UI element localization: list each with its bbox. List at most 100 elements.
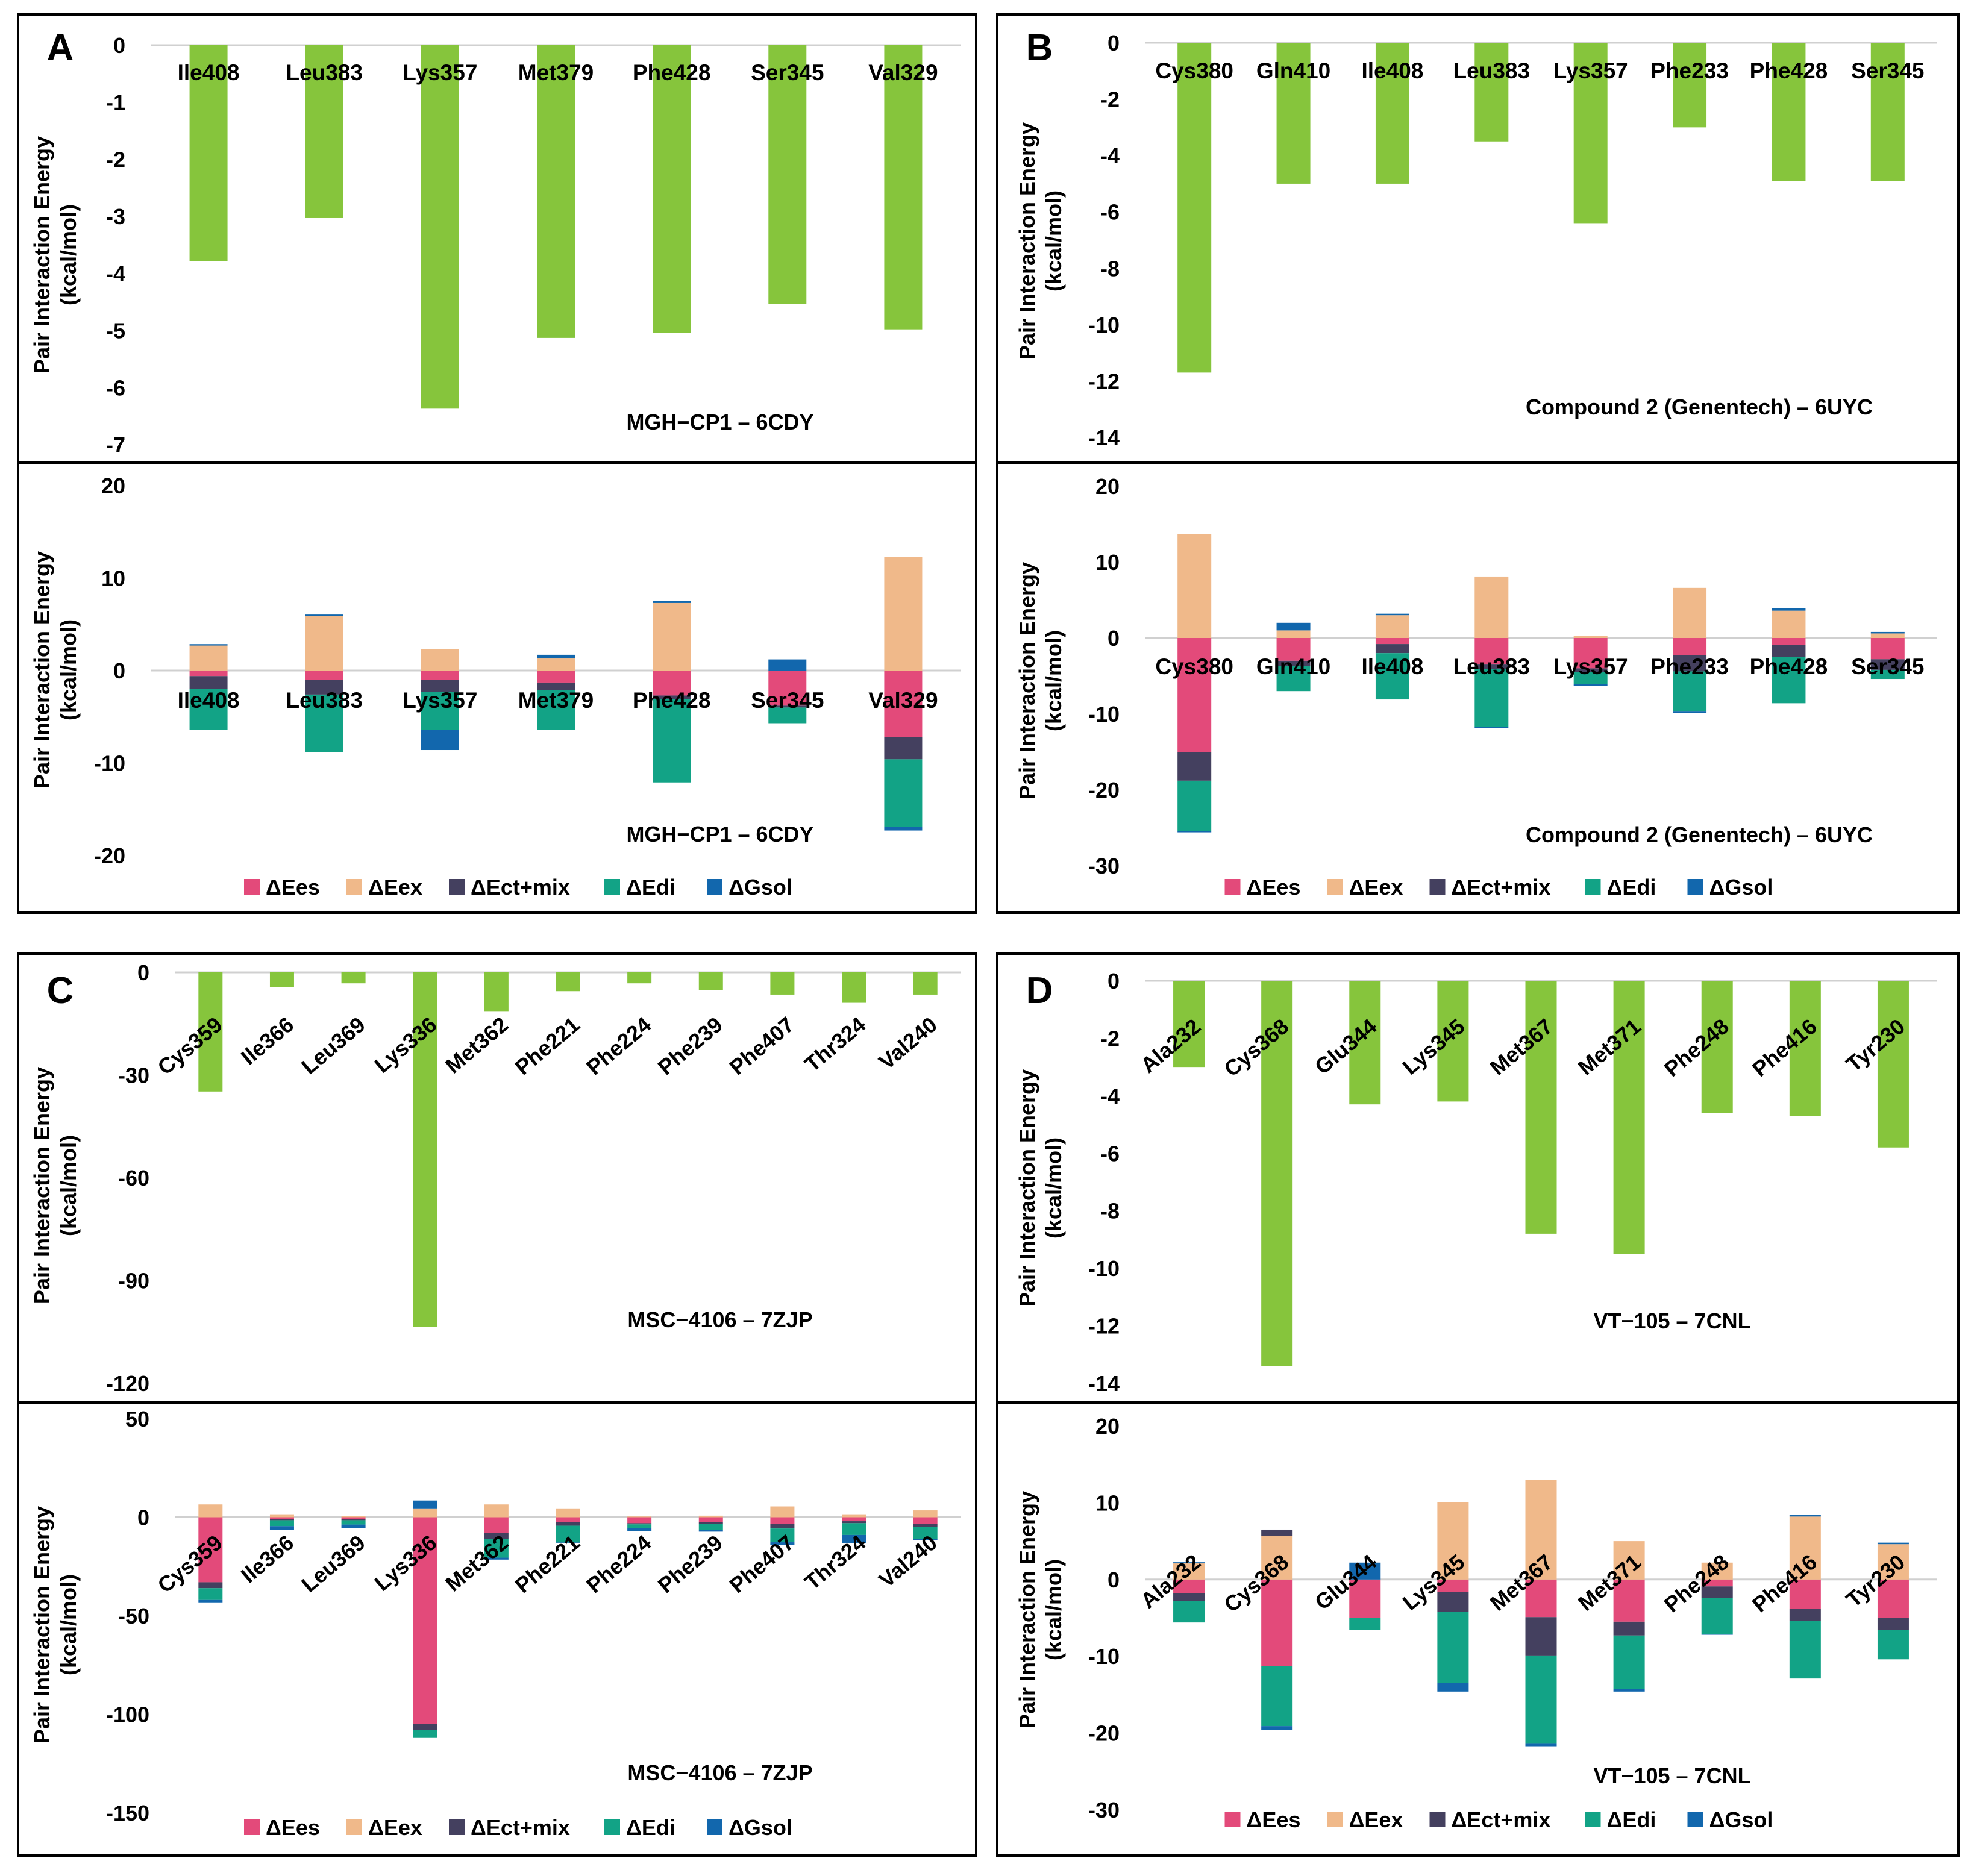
y-tick-label: -30 — [1088, 854, 1120, 878]
legend-swatch-edi — [1585, 1812, 1601, 1827]
y-tick-label: -14 — [1088, 1371, 1120, 1396]
bar-segment-ile408-ect-mix — [1375, 644, 1409, 654]
legend-swatch-gsol — [707, 1819, 722, 1835]
bar-segment-val240-ees — [913, 1517, 938, 1524]
category-label: Thr324 — [800, 1530, 870, 1595]
y-tick-label: 10 — [101, 566, 125, 591]
y-tick-label: 0 — [1108, 626, 1120, 651]
panel-d-frame — [996, 952, 1960, 1857]
bar-phe233 — [1673, 43, 1707, 128]
legend-label-eex: ΔEex — [368, 875, 422, 899]
bar-segment-glu344-ees — [1349, 1579, 1381, 1618]
bar-segment-val329-ect-mix — [884, 737, 923, 760]
bar-segment-phe224-eex — [627, 1516, 652, 1518]
bar-segment-lys357-edi — [1573, 672, 1608, 684]
y-tick-label: -12 — [1088, 1314, 1120, 1339]
bar-tyr230 — [1877, 981, 1909, 1148]
bar-met379 — [537, 45, 575, 338]
y-tick-label: -5 — [106, 319, 125, 343]
bar-segment-tyr230-gsol — [1877, 1542, 1909, 1545]
y-tick-label: -10 — [1088, 702, 1120, 727]
category-label: Gln410 — [1256, 58, 1330, 83]
bar-segment-lys357-gsol — [1573, 684, 1608, 686]
bar-leu383 — [305, 45, 343, 218]
legend-label-ees: ΔEes — [1247, 875, 1301, 899]
bar-segment-ser345-ees — [1870, 638, 1905, 660]
category-label: Ser345 — [1851, 58, 1924, 83]
legend: ΔEes ΔEex ΔEct+mix ΔEdi ΔGsol — [1224, 875, 1773, 899]
chart-d-decomposition: 20 10 0 -10 -20 -30 Pair Interaction Energy(kc… — [1015, 1414, 1937, 1832]
legend-swatch-eex — [346, 879, 362, 895]
bar-segment-phe221-ees — [556, 1517, 580, 1522]
bar-segment-phe416-ect-mix — [1789, 1609, 1821, 1621]
y-tick-label: -50 — [118, 1604, 149, 1628]
legend-label-ect: ΔEct+mix — [1452, 1807, 1551, 1832]
panel-c-frame — [17, 952, 977, 1857]
legend-swatch-ect — [1429, 879, 1446, 895]
chart-title: MSC−4106 – 7ZJP — [627, 1307, 812, 1332]
bar-segment-ser345-eex — [1870, 633, 1905, 638]
y-tick-label: -90 — [118, 1269, 149, 1293]
bar-segment-phe248-ees — [1701, 1579, 1733, 1587]
bar-segment-ile408-eex — [189, 645, 228, 671]
category-label: Met362 — [440, 1012, 513, 1078]
bar-segment-met362-gsol — [484, 1557, 509, 1560]
bar-segment-phe407-gsol — [770, 1542, 795, 1545]
chart-b-total: 0 -2 -4 -6 -8 -10 -12 -14 Pair Interaction Energ… — [1015, 31, 1937, 450]
legend-label-ect: ΔEct+mix — [471, 875, 570, 899]
category-label: Val240 — [874, 1012, 942, 1074]
bar-segment-phe233-ect-mix — [1673, 655, 1707, 672]
bar-met371 — [1613, 981, 1645, 1254]
y-tick-label: -30 — [1088, 1798, 1120, 1822]
bar-segment-ser345-ect-mix — [768, 705, 807, 708]
legend-label-edi: ΔEdi — [1607, 1807, 1656, 1832]
chart-title: Compound 2 (Genentech) – 6UYC — [1526, 822, 1873, 847]
bar-segment-val329-edi — [884, 759, 923, 827]
bar-segment-ile408-ees — [189, 671, 228, 677]
legend-label-gsol: ΔGsol — [1709, 1807, 1773, 1832]
bar-leu383 — [1474, 43, 1509, 142]
bar-segment-ala232-ect-mix — [1173, 1593, 1205, 1601]
bar-segment-leu383-edi — [305, 694, 343, 752]
legend-swatch-gsol — [1687, 1812, 1703, 1827]
bar-segment-cys380-edi — [1177, 780, 1212, 831]
y-tick-label: -30 — [118, 1063, 149, 1088]
bar-segment-cys380-ees — [1177, 638, 1212, 752]
legend-label-ect: ΔEct+mix — [471, 1815, 570, 1840]
y-axis-label: Pair Interaction Energy(kcal/mol) — [1015, 562, 1066, 799]
category-label: Phe428 — [633, 60, 711, 85]
bar-segment-ile408-edi — [189, 689, 228, 730]
y-tick-label: -10 — [1088, 1644, 1120, 1669]
bar-phe248 — [1701, 981, 1733, 1113]
y-tick-label: -1 — [106, 90, 125, 115]
legend: ΔEes ΔEex ΔEct+mix ΔEdi ΔGsol — [244, 875, 792, 899]
legend-swatch-edi — [1585, 879, 1601, 895]
category-label: Phe224 — [581, 1012, 656, 1080]
bar-segment-met367-gsol — [1525, 1743, 1557, 1747]
bar-segment-phe233-eex — [1673, 587, 1707, 638]
category-label: Met379 — [518, 688, 594, 713]
bar-segment-met371-ect-mix — [1613, 1621, 1645, 1636]
bar-segment-leu383-gsol — [305, 614, 343, 616]
bar-segment-lys357-ect-mix — [1573, 668, 1608, 672]
bar-segment-cys359-ect-mix — [198, 1582, 223, 1589]
legend-swatch-eex — [1327, 1812, 1343, 1827]
category-label: Ile366 — [236, 1530, 298, 1588]
y-axis-label: Pair Interaction Energy(kcal/mol) — [1015, 1491, 1066, 1728]
bar-segment-met379-eex — [537, 658, 575, 671]
legend-label-gsol: ΔGsol — [1709, 875, 1773, 899]
category-label: Val240 — [874, 1530, 942, 1592]
bar-segment-lys357-gsol — [421, 730, 459, 751]
bar-ile408 — [189, 45, 228, 261]
bar-segment-phe407-edi — [770, 1528, 795, 1543]
bar-segment-leu383-ect-mix — [305, 680, 343, 695]
category-label: Cys380 — [1155, 654, 1233, 679]
bar-segment-phe428-gsol — [653, 601, 691, 603]
legend-swatch-ees — [244, 879, 260, 895]
legend-swatch-edi — [604, 879, 620, 895]
y-tick-label: 20 — [1095, 1414, 1120, 1439]
bar-phe239 — [698, 972, 723, 990]
bar-segment-ile366-ect-mix — [269, 1519, 294, 1521]
y-tick-label: 0 — [1108, 31, 1120, 55]
bar-lys345 — [1437, 981, 1469, 1102]
